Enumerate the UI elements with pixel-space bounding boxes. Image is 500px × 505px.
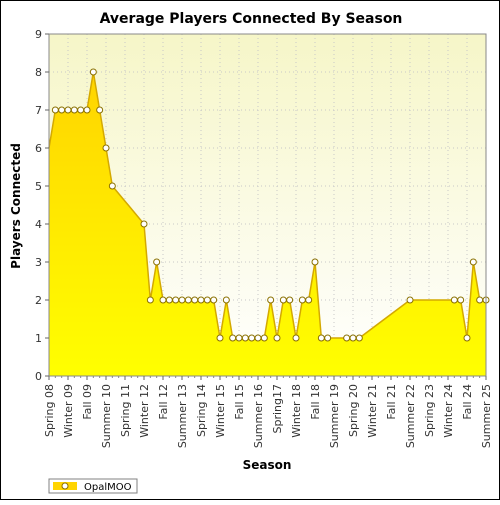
x-tick-label: Fall 15 [233, 384, 246, 420]
data-point [279, 296, 287, 304]
data-point [273, 334, 281, 342]
x-tick-label: Summer 19 [328, 384, 341, 448]
y-tick-label: 7 [35, 104, 42, 117]
data-point [64, 106, 72, 114]
x-tick-label: Spring 08 [43, 384, 56, 437]
legend-label: OpalMOO [84, 482, 132, 493]
data-point [267, 296, 275, 304]
y-tick-label: 0 [35, 370, 42, 383]
data-point [235, 334, 243, 342]
data-point [450, 296, 458, 304]
data-point [349, 334, 357, 342]
y-axis: 0 1 2 3 4 5 6 7 8 9 [35, 28, 49, 383]
y-tick-label: 4 [35, 218, 42, 231]
data-point [355, 334, 363, 342]
x-axis: Spring 08 Winter 09 Fall 09 Summer 10 Spring… [43, 376, 493, 448]
x-tick-label: Winter 21 [366, 384, 379, 438]
data-point [343, 334, 351, 342]
x-tick-label: Spring 11 [119, 384, 132, 437]
data-point [292, 334, 300, 342]
data-point [96, 106, 104, 114]
data-point [324, 334, 332, 342]
legend-marker [61, 482, 69, 490]
x-tick-label: Summer 10 [100, 384, 113, 448]
data-point [260, 334, 268, 342]
y-tick-label: 3 [35, 256, 42, 269]
x-tick-label: Spring 14 [195, 384, 208, 437]
x-tick-label: Winter 09 [62, 384, 75, 438]
series-area [49, 72, 486, 376]
data-point [83, 106, 91, 114]
x-tick-label: Summer 25 [480, 384, 493, 448]
data-point [203, 296, 211, 304]
data-point [102, 144, 110, 152]
data-point [286, 296, 294, 304]
data-point [248, 334, 256, 342]
x-tick-label: Spring17 [271, 384, 284, 434]
x-tick-label: Winter 18 [290, 384, 303, 438]
data-point [469, 258, 477, 266]
data-point [178, 296, 186, 304]
data-point [229, 334, 237, 342]
x-tick-label: Winter 24 [442, 384, 455, 438]
x-tick-label: Fall 18 [309, 384, 322, 420]
x-tick-label: Fall 09 [81, 384, 94, 420]
legend: OpalMOO [48, 478, 138, 494]
data-point [241, 334, 249, 342]
data-area [48, 68, 490, 376]
data-point [216, 334, 224, 342]
data-point [89, 68, 97, 76]
data-point [197, 296, 205, 304]
x-tick-label: Spring 20 [347, 384, 360, 437]
data-point [191, 296, 199, 304]
data-point [51, 106, 59, 114]
data-point [254, 334, 262, 342]
y-tick-label: 9 [35, 28, 42, 41]
data-point [159, 296, 167, 304]
y-tick-label: 8 [35, 66, 42, 79]
data-point [165, 296, 173, 304]
x-tick-label: Fall 12 [157, 384, 170, 420]
x-tick-label: Summer 13 [176, 384, 189, 448]
x-tick-label: Summer 16 [252, 384, 265, 448]
y-tick-label: 6 [35, 142, 42, 155]
data-point [463, 334, 471, 342]
y-tick-label: 2 [35, 294, 42, 307]
data-point [457, 296, 465, 304]
data-point [184, 296, 192, 304]
data-point [108, 182, 116, 190]
y-tick-label: 5 [35, 180, 42, 193]
data-point [222, 296, 230, 304]
data-point [311, 258, 319, 266]
data-point [58, 106, 66, 114]
data-point [210, 296, 218, 304]
x-tick-label: Fall 24 [461, 384, 474, 420]
data-point [476, 296, 484, 304]
x-tick-label: Summer 22 [404, 384, 417, 448]
data-point [70, 106, 78, 114]
data-point [298, 296, 306, 304]
data-point [146, 296, 154, 304]
data-point [406, 296, 414, 304]
y-axis-label: Players Connected [9, 143, 23, 269]
x-axis-label: Season [243, 458, 292, 472]
data-point [153, 258, 161, 266]
data-point [305, 296, 313, 304]
data-point [140, 220, 148, 228]
plot-border [48, 33, 487, 377]
chart-title: Average Players Connected By Season [100, 11, 403, 27]
x-tick-label: Winter 12 [138, 384, 151, 438]
data-point [172, 296, 180, 304]
data-point [77, 106, 85, 114]
x-tick-label: Spring 23 [423, 384, 436, 437]
x-tick-label: Fall 21 [385, 384, 398, 420]
y-tick-label: 1 [35, 332, 42, 345]
x-tick-label: Winter 15 [214, 384, 227, 438]
data-point [317, 334, 325, 342]
